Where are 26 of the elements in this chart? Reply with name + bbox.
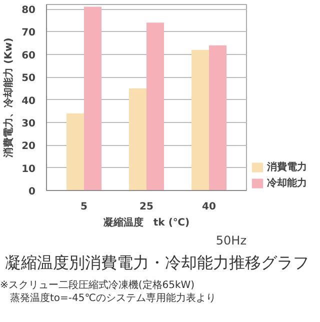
y-tick-label: 60 — [22, 50, 36, 62]
bar — [66, 113, 84, 190]
bar — [209, 45, 226, 190]
y-tick-label: 0 — [28, 186, 36, 198]
bar — [129, 88, 146, 190]
x-tick-label: 40 — [202, 202, 216, 212]
legend-label: 冷却能力 — [267, 176, 307, 190]
y-tick-label: 30 — [22, 118, 36, 130]
y-tick-label: 50 — [22, 73, 36, 84]
legend-label: 消費電力 — [267, 160, 307, 174]
y-tick-label: 40 — [22, 96, 36, 107]
y-axis-title: 消費電力、冷却能力 (Kw) — [2, 38, 15, 158]
y-tick-label: 10 — [22, 164, 36, 175]
text: 50Hz — [216, 234, 246, 248]
y-tick-label: 20 — [22, 141, 36, 152]
text: 凝縮温度別消費電力・冷却能力推移グラフ — [5, 252, 309, 274]
x-axis-title: 凝縮温度 tk (℃) — [103, 216, 190, 228]
bar — [84, 6, 102, 190]
x-tick-label: 25 — [140, 202, 154, 212]
y-tick-label: 70 — [22, 28, 36, 39]
x-tick-label: 5 — [80, 202, 88, 212]
bar — [192, 50, 209, 190]
text: 蒸発温度to=-45℃のシステム専用能力表より — [10, 292, 216, 305]
bar — [146, 22, 164, 190]
text: ※スクリュー二段圧縮式冷凍機(定格65kW) — [0, 279, 195, 292]
y-tick-label: 80 — [22, 5, 36, 16]
